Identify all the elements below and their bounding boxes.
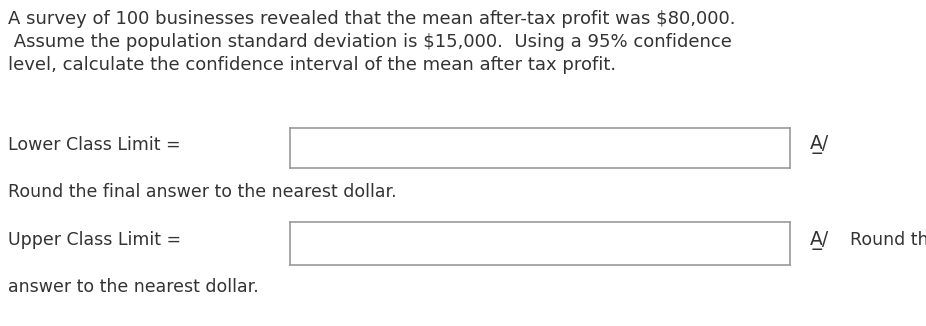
Text: Round the final answer to the nearest dollar.: Round the final answer to the nearest do… — [8, 183, 396, 201]
Text: level, calculate the confidence interval of the mean after tax profit.: level, calculate the confidence interval… — [8, 56, 616, 74]
Text: A̲/: A̲/ — [810, 230, 830, 249]
Text: A̲/: A̲/ — [810, 136, 830, 155]
Text: Lower Class Limit =: Lower Class Limit = — [8, 136, 181, 154]
Text: A survey of 100 businesses revealed that the mean after-tax profit was $80,000.: A survey of 100 businesses revealed that… — [8, 10, 735, 28]
Text: Assume the population standard deviation is $15,000.  Using a 95% confidence: Assume the population standard deviation… — [8, 33, 732, 51]
Text: Upper Class Limit =: Upper Class Limit = — [8, 231, 181, 249]
Text: Round the final: Round the final — [850, 231, 926, 249]
Text: answer to the nearest dollar.: answer to the nearest dollar. — [8, 278, 258, 296]
